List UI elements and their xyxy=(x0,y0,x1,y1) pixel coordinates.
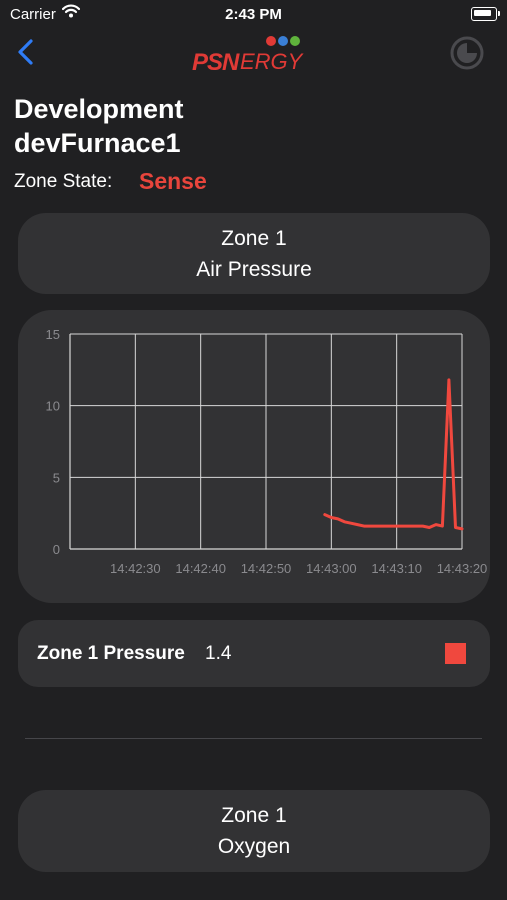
history-clock-icon[interactable] xyxy=(450,36,484,70)
x-tick-label: 14:42:30 xyxy=(110,561,161,576)
group-name: Development xyxy=(14,94,184,124)
divider xyxy=(25,738,482,739)
x-tick-label: 14:43:10 xyxy=(371,561,422,576)
page-title: Development devFurnace1 xyxy=(14,92,184,160)
zone1-air-pressure-button[interactable]: Zone 1 Air Pressure xyxy=(18,213,490,294)
y-tick-label: 15 xyxy=(46,327,60,342)
zone1-oxygen-button[interactable]: Zone 1 Oxygen xyxy=(18,790,490,872)
battery-icon xyxy=(471,7,500,21)
pressure-legend-row: Zone 1 Pressure 1.4 xyxy=(18,620,490,687)
button-line1: Zone 1 xyxy=(221,804,287,827)
y-tick-label: 5 xyxy=(53,470,60,485)
pressure-series-line xyxy=(323,378,464,531)
x-tick-label: 14:43:00 xyxy=(306,561,357,576)
logo-ergy-text: ERGY xyxy=(240,49,303,74)
y-tick-label: 0 xyxy=(53,542,60,557)
pressure-chart-card: 0 5 10 15 14:42:30 14:42:40 14:42:50 14:43:00 14… xyxy=(18,310,490,603)
series-color-swatch[interactable] xyxy=(445,643,466,664)
back-chevron-icon[interactable] xyxy=(14,38,38,66)
button-line2: Oxygen xyxy=(217,835,291,858)
carrier-label: Carrier xyxy=(10,6,56,23)
button-line1: Zone 1 xyxy=(221,226,287,250)
pressure-line-chart: 0 5 10 15 14:42:30 14:42:40 14:42:50 14:43:00 14… xyxy=(46,327,488,576)
pressure-label: Zone 1 Pressure xyxy=(37,643,185,664)
x-tick-label: 14:43:20 xyxy=(437,561,488,576)
psnergy-logo: PSN ERGY xyxy=(192,36,316,76)
pressure-value: 1.4 xyxy=(205,643,232,664)
x-tick-label: 14:42:40 xyxy=(175,561,226,576)
device-name: devFurnace1 xyxy=(14,128,181,158)
y-tick-label: 10 xyxy=(46,399,60,414)
x-tick-label: 14:42:50 xyxy=(241,561,292,576)
logo-psn-text: PSN xyxy=(192,49,239,76)
status-bar: Carrier 2:43 PM xyxy=(0,0,507,30)
logo-badges-icon xyxy=(266,36,300,46)
zone-state-value: Sense xyxy=(139,168,207,194)
clock-time: 2:43 PM xyxy=(225,6,282,23)
button-line2: Air Pressure xyxy=(196,257,312,281)
wifi-icon xyxy=(62,4,80,18)
zone-state-label: Zone State: xyxy=(14,171,113,192)
